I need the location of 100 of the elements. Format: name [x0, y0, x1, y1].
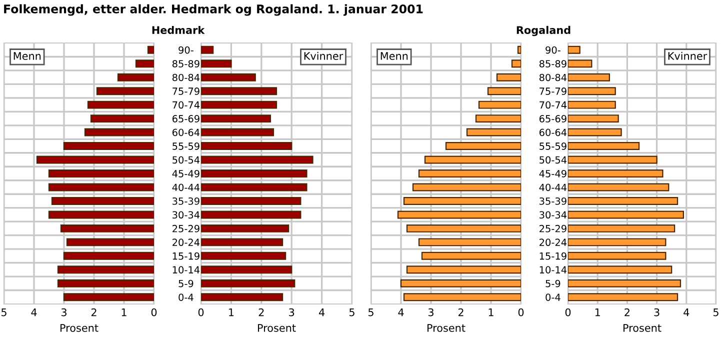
- bar: [201, 196, 302, 205]
- x-tick-label: 4: [31, 308, 37, 316]
- bar: [418, 238, 521, 246]
- y-tick-label: 0-4: [178, 294, 194, 301]
- x-tick-label: 5: [1, 308, 6, 316]
- bar: [201, 60, 232, 68]
- bar: [117, 73, 154, 82]
- bar: [412, 183, 521, 192]
- bar: [201, 128, 274, 136]
- y-tick-label: 50-54: [540, 156, 567, 164]
- bar: [201, 156, 314, 164]
- bar: [201, 224, 290, 232]
- bar: [397, 210, 521, 219]
- bar: [511, 60, 521, 68]
- bar: [568, 142, 640, 150]
- x-tick-label: 5: [368, 308, 374, 316]
- bar: [201, 279, 296, 288]
- x-tick-label: 2: [624, 308, 630, 316]
- bar: [568, 100, 616, 109]
- bar: [63, 293, 154, 302]
- bar: [135, 60, 154, 68]
- y-tick-label: 40-44: [172, 184, 200, 192]
- bar: [63, 252, 154, 260]
- y-tick-label: 25-29: [540, 224, 566, 232]
- bar: [406, 224, 521, 232]
- bar: [51, 196, 154, 205]
- bar: [568, 170, 664, 178]
- x-tick-label: 0: [198, 308, 204, 316]
- bar: [48, 183, 154, 192]
- bar: [568, 128, 622, 136]
- bar: [48, 170, 154, 178]
- bar: [496, 73, 521, 82]
- y-tick-label: 85-89: [172, 60, 200, 68]
- x-tick-label: 5: [713, 308, 718, 316]
- y-tick-label: 45-49: [172, 170, 200, 178]
- x-tick-label: 1: [595, 308, 600, 316]
- x-axis-title: Prosent: [60, 324, 98, 332]
- bar: [568, 252, 666, 260]
- y-tick-label: 35-39: [540, 197, 566, 205]
- bar: [568, 87, 616, 96]
- x-tick-label: 4: [684, 308, 690, 316]
- bar: [421, 252, 521, 260]
- y-tick-label: 30-34: [540, 211, 567, 219]
- y-tick-label: 45-49: [539, 170, 566, 178]
- bar: [57, 266, 154, 274]
- y-tick-label: 75-79: [540, 88, 566, 95]
- bar: [147, 46, 154, 54]
- y-tick-label: 60-64: [540, 128, 567, 136]
- y-tick-label: 0-4: [546, 294, 560, 301]
- bar: [201, 210, 302, 219]
- bar: [48, 210, 154, 219]
- bar: [36, 156, 154, 164]
- y-tick-label: 55-59: [540, 142, 566, 150]
- bar: [568, 73, 610, 82]
- bar: [201, 142, 292, 150]
- y-tick-label: 15-19: [172, 252, 200, 260]
- bar: [568, 224, 676, 232]
- text: Menn: [14, 52, 41, 60]
- x-axis-title: Prosent: [624, 324, 662, 332]
- bar: [201, 170, 308, 178]
- bar: [568, 60, 592, 68]
- x-tick-label: 0: [518, 308, 524, 316]
- bar: [60, 224, 154, 232]
- bar: [63, 142, 154, 150]
- y-tick-label: 20-24: [172, 238, 200, 246]
- y-tick-label: 85-89: [539, 60, 566, 68]
- bar: [466, 128, 521, 136]
- text: Menn: [380, 52, 408, 60]
- bar: [66, 238, 154, 246]
- bar: [90, 114, 154, 123]
- x-tick-label: 0: [151, 308, 157, 316]
- x-tick-label: 3: [654, 308, 660, 316]
- bar: [568, 210, 684, 219]
- bar: [201, 73, 256, 82]
- y-tick-label: 50-54: [172, 156, 200, 164]
- text: Hedmark: [152, 26, 205, 34]
- bar: [568, 238, 666, 246]
- y-tick-label: 40-44: [539, 184, 567, 192]
- y-tick-label: 80-84: [539, 74, 567, 82]
- y-tick-label: 90-: [178, 46, 194, 54]
- x-tick-label: 4: [398, 308, 404, 316]
- text: Folkemengd, etter alder. Hedmark og Rogaland. 1. januar 2001: [4, 4, 423, 16]
- bar: [96, 87, 154, 96]
- y-tick-label: 70-74: [172, 101, 200, 109]
- y-tick-label: 80-84: [172, 74, 200, 82]
- bar: [201, 238, 284, 246]
- y-tick-label: 25-29: [172, 224, 200, 232]
- bar: [517, 46, 521, 54]
- x-tick-label: 4: [318, 308, 325, 316]
- bar: [201, 114, 272, 123]
- bar: [403, 293, 521, 302]
- text: Rogaland: [516, 26, 570, 36]
- bar: [568, 156, 658, 164]
- bar: [475, 114, 521, 123]
- bar: [478, 100, 521, 109]
- x-tick-label: 2: [258, 308, 264, 316]
- x-tick-label: 0: [565, 308, 571, 316]
- bar: [201, 183, 308, 192]
- y-tick-label: 15-19: [540, 252, 566, 260]
- bar: [568, 114, 619, 123]
